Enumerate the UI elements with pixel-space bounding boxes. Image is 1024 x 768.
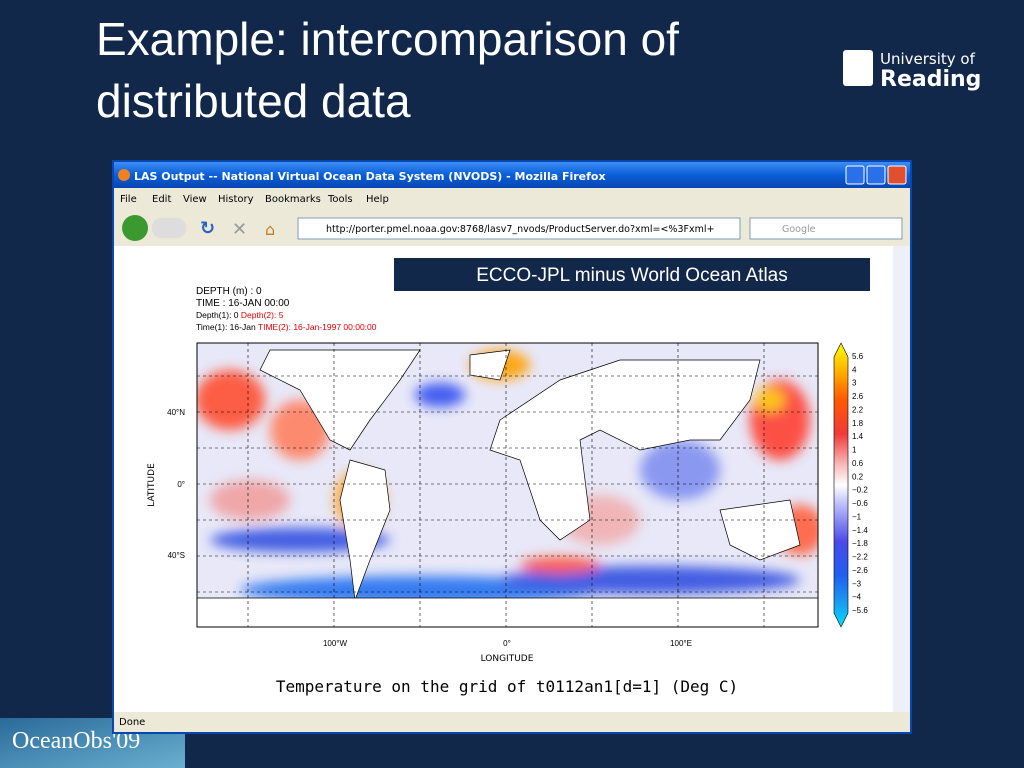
colorbar-label: −1 [852,512,862,521]
menu-item[interactable]: Edit [152,194,171,205]
header-text: Time(1): 16-Jan [196,322,256,332]
y-tick-label: 40°N [167,408,185,417]
x-tick-label: 100°E [670,639,692,648]
window-title: LAS Output -- National Virtual Ocean Dat… [134,170,606,183]
menu-item[interactable]: File [120,194,137,205]
header-text: DEPTH (m) : 0 [196,286,262,297]
colorbar-label: 1.8 [852,419,864,428]
colorbar-label: −1.8 [852,539,868,548]
minimize-button[interactable] [845,165,865,185]
reload-button[interactable]: ↻ [200,218,215,239]
y-tick-label: 40°S [168,551,185,560]
colorbar-label: 4 [852,365,857,374]
colorbar-label: −3 [852,579,862,588]
back-button[interactable] [122,215,148,241]
x-tick-label: 100°W [323,639,348,648]
colorbar-label: 1 [852,446,857,455]
colorbar-label: 0.6 [852,459,864,468]
colorbar-label: −4 [852,593,862,602]
search-box[interactable] [749,217,903,240]
x-tick-label: 0° [503,639,511,648]
home-button[interactable]: ⌂ [265,220,275,239]
menu-item[interactable]: History [218,194,254,205]
colorbar-label: 2.2 [852,405,864,414]
map-frame [196,342,819,628]
header-text: Depth(1): 0 [196,310,239,320]
map [197,343,818,627]
menu-item[interactable]: Bookmarks [265,194,321,205]
maximize-button[interactable] [866,165,886,185]
logo-crest [843,50,873,86]
colorbar-label: 3 [852,379,857,388]
y-tick-label: 0° [177,480,185,489]
url-bar[interactable] [297,217,741,240]
colorbar-label: 5.6 [852,352,864,361]
colorbar-label: −2.2 [852,553,868,562]
slide-title: distributed data [96,75,411,127]
banner [394,258,870,291]
header-text: Depth(1): 0 Depth(2): 5 [196,310,284,320]
menu-item[interactable]: View [183,194,207,205]
x-axis-label: LONGITUDE [481,654,534,664]
colorbar-label: −0.2 [852,486,868,495]
banner-text: ECCO-JPL minus World Ocean Atlas [476,265,788,286]
header-text: Depth(2): 5 [241,310,284,320]
stop-button[interactable]: ✕ [232,219,247,240]
url-text: http://porter.pmel.noaa.gov:8768/lasv7_n… [326,224,714,235]
forward-button[interactable] [152,218,186,238]
caption: Temperature on the grid of t0112an1[d=1]… [276,677,738,696]
scrollbar[interactable] [893,246,910,712]
colorbar-label: 1.4 [852,432,864,441]
y-axis-label: LATITUDE [147,463,157,507]
colorbar-label: −5.6 [852,606,868,615]
colorbar [833,342,849,628]
header-text: Time(1): 16-Jan TIME(2): 16-Jan-1997 00:… [196,322,377,332]
colorbar-label: −0.6 [852,499,868,508]
colorbar-label: −2.6 [852,566,868,575]
logo-text: University of [880,50,976,68]
slide-title: Example: intercomparison of [96,13,679,65]
colorbar-label: −1.4 [852,526,868,535]
status-text: Done [119,717,145,728]
search-placeholder: Google [782,224,816,235]
header-text: TIME(2): 16-Jan-1997 00:00:00 [258,322,377,332]
menu-item[interactable]: Help [366,194,389,205]
close-button[interactable] [887,165,907,185]
colorbar-label: 2.6 [852,392,864,401]
colorbar-label: 0.2 [852,472,864,481]
header-text: TIME : 16-JAN 00:00 [196,298,290,309]
menu-item[interactable]: Tools [327,194,353,205]
logo-text: Reading [880,67,981,92]
